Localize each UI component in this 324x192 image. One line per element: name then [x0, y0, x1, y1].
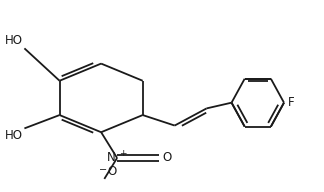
Text: HO: HO — [5, 129, 23, 142]
Text: −: − — [99, 165, 107, 175]
Text: N: N — [107, 151, 116, 165]
Text: +: + — [119, 149, 126, 158]
Text: HO: HO — [5, 34, 23, 47]
Text: F: F — [288, 96, 295, 109]
Text: O: O — [108, 165, 117, 178]
Text: O: O — [163, 151, 172, 165]
